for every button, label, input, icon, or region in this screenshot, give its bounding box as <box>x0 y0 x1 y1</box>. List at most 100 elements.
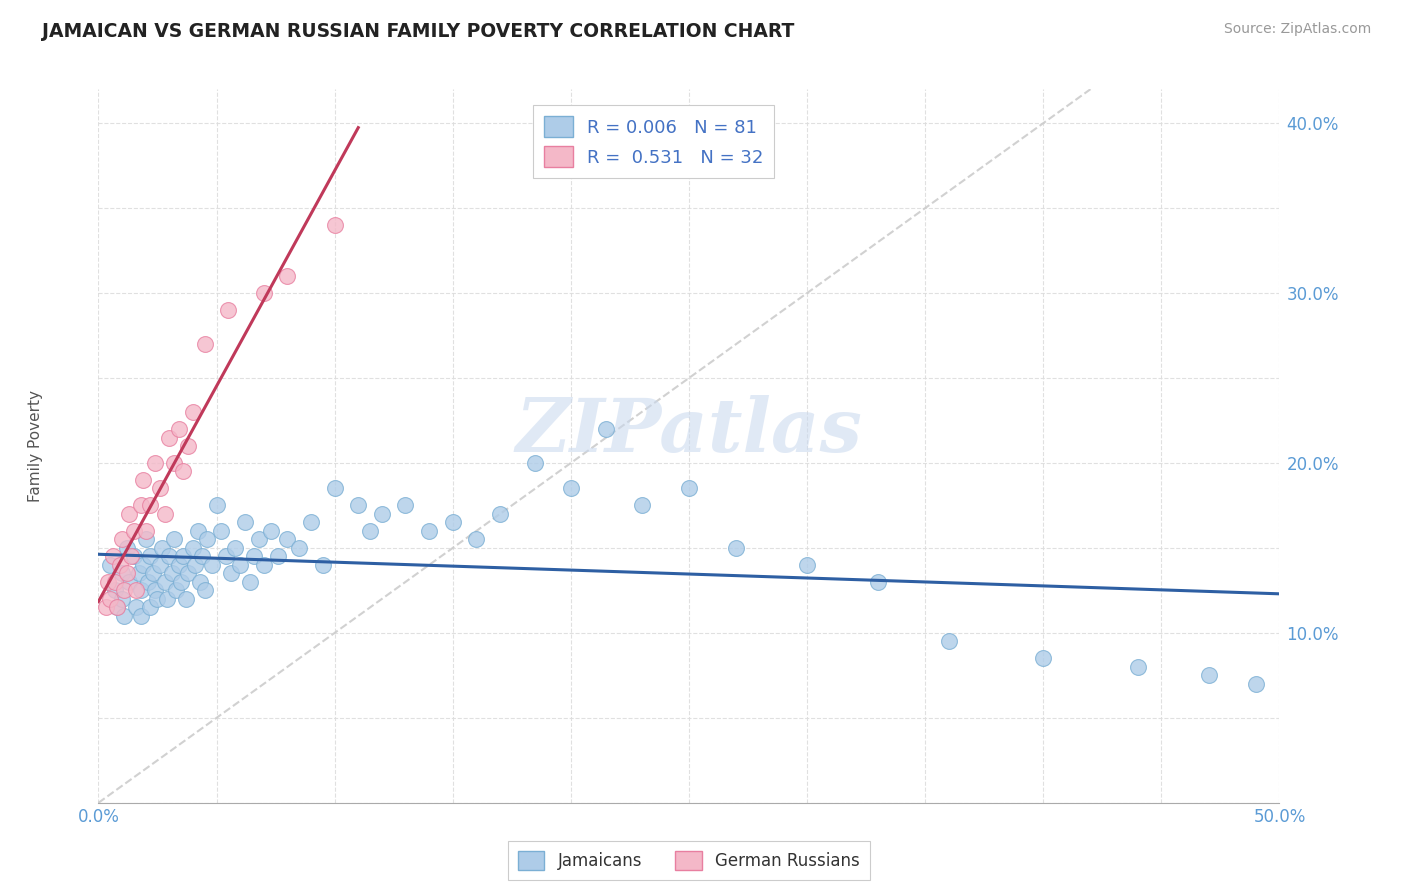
Point <box>796 558 818 572</box>
Point <box>132 473 155 487</box>
Point <box>146 591 169 606</box>
Point <box>121 549 143 564</box>
Point <box>125 600 148 615</box>
Point <box>115 541 138 555</box>
Point <box>253 286 276 301</box>
Point <box>149 558 172 572</box>
Point <box>167 422 190 436</box>
Point <box>243 549 266 564</box>
Point <box>136 574 159 589</box>
Point <box>1244 677 1267 691</box>
Point <box>165 583 187 598</box>
Point <box>98 591 121 606</box>
Point <box>299 516 322 530</box>
Point <box>595 422 617 436</box>
Point <box>229 558 252 572</box>
Point <box>1198 668 1220 682</box>
Point <box>524 456 547 470</box>
Point <box>101 549 124 564</box>
Point <box>163 456 186 470</box>
Text: ZIPatlas: ZIPatlas <box>516 395 862 468</box>
Point <box>139 549 162 564</box>
Point <box>160 566 183 581</box>
Point <box>441 516 464 530</box>
Point <box>323 482 346 496</box>
Point <box>149 482 172 496</box>
Point <box>157 430 180 444</box>
Point <box>394 499 416 513</box>
Point <box>172 465 194 479</box>
Point <box>465 533 488 547</box>
Point <box>267 549 290 564</box>
Text: JAMAICAN VS GERMAN RUSSIAN FAMILY POVERTY CORRELATION CHART: JAMAICAN VS GERMAN RUSSIAN FAMILY POVERT… <box>42 22 794 41</box>
Point <box>191 549 214 564</box>
Point <box>112 608 135 623</box>
Point <box>105 600 128 615</box>
Point <box>276 269 298 284</box>
Point <box>181 541 204 555</box>
Legend: Jamaicans, German Russians: Jamaicans, German Russians <box>508 841 870 880</box>
Point <box>150 541 173 555</box>
Point <box>177 566 200 581</box>
Point <box>1032 651 1054 665</box>
Point <box>142 566 165 581</box>
Point <box>139 499 162 513</box>
Point <box>104 583 127 598</box>
Point <box>129 583 152 598</box>
Point <box>122 524 145 538</box>
Point <box>153 574 176 589</box>
Point <box>276 533 298 547</box>
Point <box>111 533 134 547</box>
Point <box>288 541 311 555</box>
Point <box>167 558 190 572</box>
Point <box>630 499 652 513</box>
Point <box>866 574 889 589</box>
Point <box>560 482 582 496</box>
Point <box>111 591 134 606</box>
Point <box>359 524 381 538</box>
Point <box>104 574 127 589</box>
Point <box>239 574 262 589</box>
Point <box>260 524 283 538</box>
Point <box>233 516 256 530</box>
Point <box>143 583 166 598</box>
Point <box>371 507 394 521</box>
Point <box>118 574 141 589</box>
Point <box>1126 660 1149 674</box>
Point <box>143 456 166 470</box>
Point <box>312 558 335 572</box>
Point <box>347 499 370 513</box>
Point <box>98 558 121 572</box>
Point <box>170 574 193 589</box>
Point <box>938 634 960 648</box>
Point <box>188 574 211 589</box>
Point <box>253 558 276 572</box>
Point <box>97 574 120 589</box>
Text: Source: ZipAtlas.com: Source: ZipAtlas.com <box>1223 22 1371 37</box>
Point <box>195 533 218 547</box>
Point <box>163 533 186 547</box>
Point <box>108 558 131 572</box>
Point <box>678 482 700 496</box>
Point <box>122 549 145 564</box>
Point <box>201 558 224 572</box>
Point <box>217 303 239 318</box>
Point <box>129 499 152 513</box>
Point <box>132 558 155 572</box>
Point <box>418 524 440 538</box>
Point <box>205 499 228 513</box>
Point <box>156 591 179 606</box>
Point <box>153 507 176 521</box>
Point <box>489 507 512 521</box>
Point <box>105 600 128 615</box>
Point <box>219 566 242 581</box>
Point <box>209 524 232 538</box>
Point <box>172 549 194 564</box>
Point <box>184 558 207 572</box>
Point <box>177 439 200 453</box>
Point <box>115 566 138 581</box>
Point <box>194 337 217 351</box>
Point <box>111 566 134 581</box>
Point <box>187 524 209 538</box>
Point <box>135 524 157 538</box>
